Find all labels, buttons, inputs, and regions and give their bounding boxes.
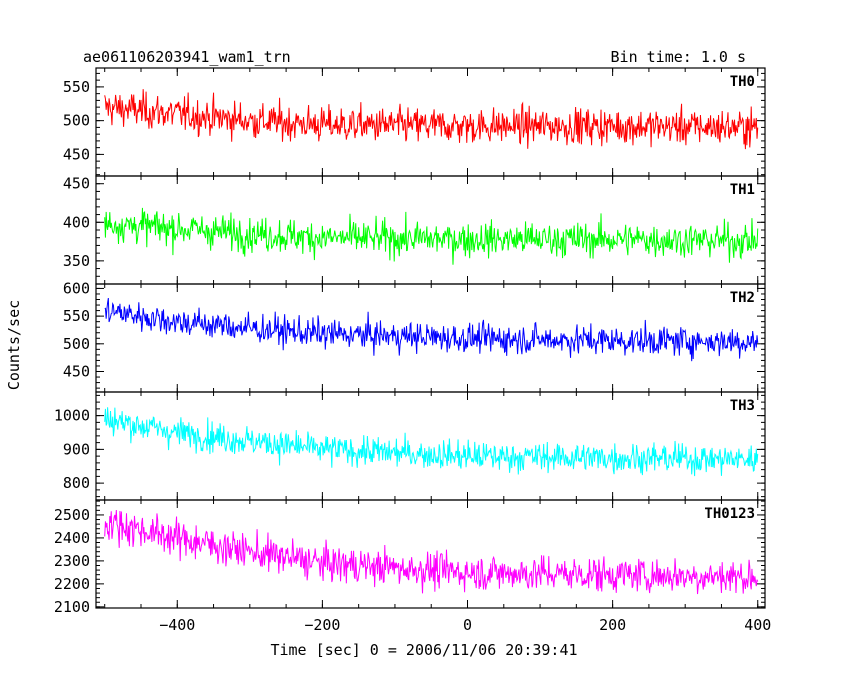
panel-frame xyxy=(95,175,766,285)
y-tick-label: 350 xyxy=(63,252,90,270)
y-tick-label: 1000 xyxy=(54,407,90,425)
panel-label-th0: TH0 xyxy=(730,74,755,90)
panel-frame xyxy=(95,499,766,609)
y-tick-label: 2100 xyxy=(54,598,90,616)
panel-th3: 800 900 1000 TH3 xyxy=(54,391,766,501)
series-line-th2 xyxy=(104,297,759,362)
x-tick-labels: −400 −200 0 200 400 xyxy=(159,616,771,634)
bin-time-label: Bin time: 1.0 s xyxy=(611,48,746,66)
panel-th0: 450 500 550 TH0 xyxy=(63,67,766,177)
panel-th1: 350 400 450 TH1 xyxy=(63,175,766,285)
x-tick-label: 400 xyxy=(744,616,771,634)
panel-label-th0123: TH0123 xyxy=(704,506,755,522)
y-tick-label: 2300 xyxy=(54,552,90,570)
panel-label-th1: TH1 xyxy=(730,182,755,198)
y-tick-label: 550 xyxy=(63,307,90,325)
y-tick-label: 2500 xyxy=(54,506,90,524)
series-line-th1 xyxy=(104,207,759,265)
x-axis-label: Time [sec] 0 = 2006/11/06 20:39:41 xyxy=(270,641,577,659)
x-tick-label: 200 xyxy=(599,616,626,634)
y-tick-label: 450 xyxy=(63,363,90,381)
y-tick-label: 600 xyxy=(63,279,90,297)
series-line-th3 xyxy=(104,407,759,477)
panel-th2: 450 500 550 600 TH2 xyxy=(63,279,766,393)
y-tick-label: 500 xyxy=(63,335,90,353)
y-tick-label: 450 xyxy=(63,145,90,163)
x-tick-label: 0 xyxy=(463,616,472,634)
y-tick-label: 400 xyxy=(63,213,90,231)
x-tick-label: −400 xyxy=(159,616,195,634)
y-tick-label: 2400 xyxy=(54,529,90,547)
panel-th0123: 2100 2200 2300 2400 2500 TH0123 xyxy=(54,499,766,616)
y-tick-label: 550 xyxy=(63,78,90,96)
y-tick-label: 2200 xyxy=(54,575,90,593)
panel-label-th2: TH2 xyxy=(730,290,755,306)
figure-title: ae061106203941_wam1_trn xyxy=(83,48,291,66)
y-tick-label: 500 xyxy=(63,112,90,130)
y-tick-label: 450 xyxy=(63,175,90,193)
y-tick-label: 800 xyxy=(63,474,90,492)
series-line-th0 xyxy=(104,89,759,150)
panels-group: 450 500 550 TH0 350 400 450 TH1 450 500 550 600 TH2 8… xyxy=(54,67,766,616)
y-axis-label: Counts/sec xyxy=(5,300,23,390)
x-tick-label: −200 xyxy=(304,616,340,634)
y-tick-label: 900 xyxy=(63,440,90,458)
panel-label-th3: TH3 xyxy=(730,398,755,414)
series-line-th0123 xyxy=(104,510,759,595)
